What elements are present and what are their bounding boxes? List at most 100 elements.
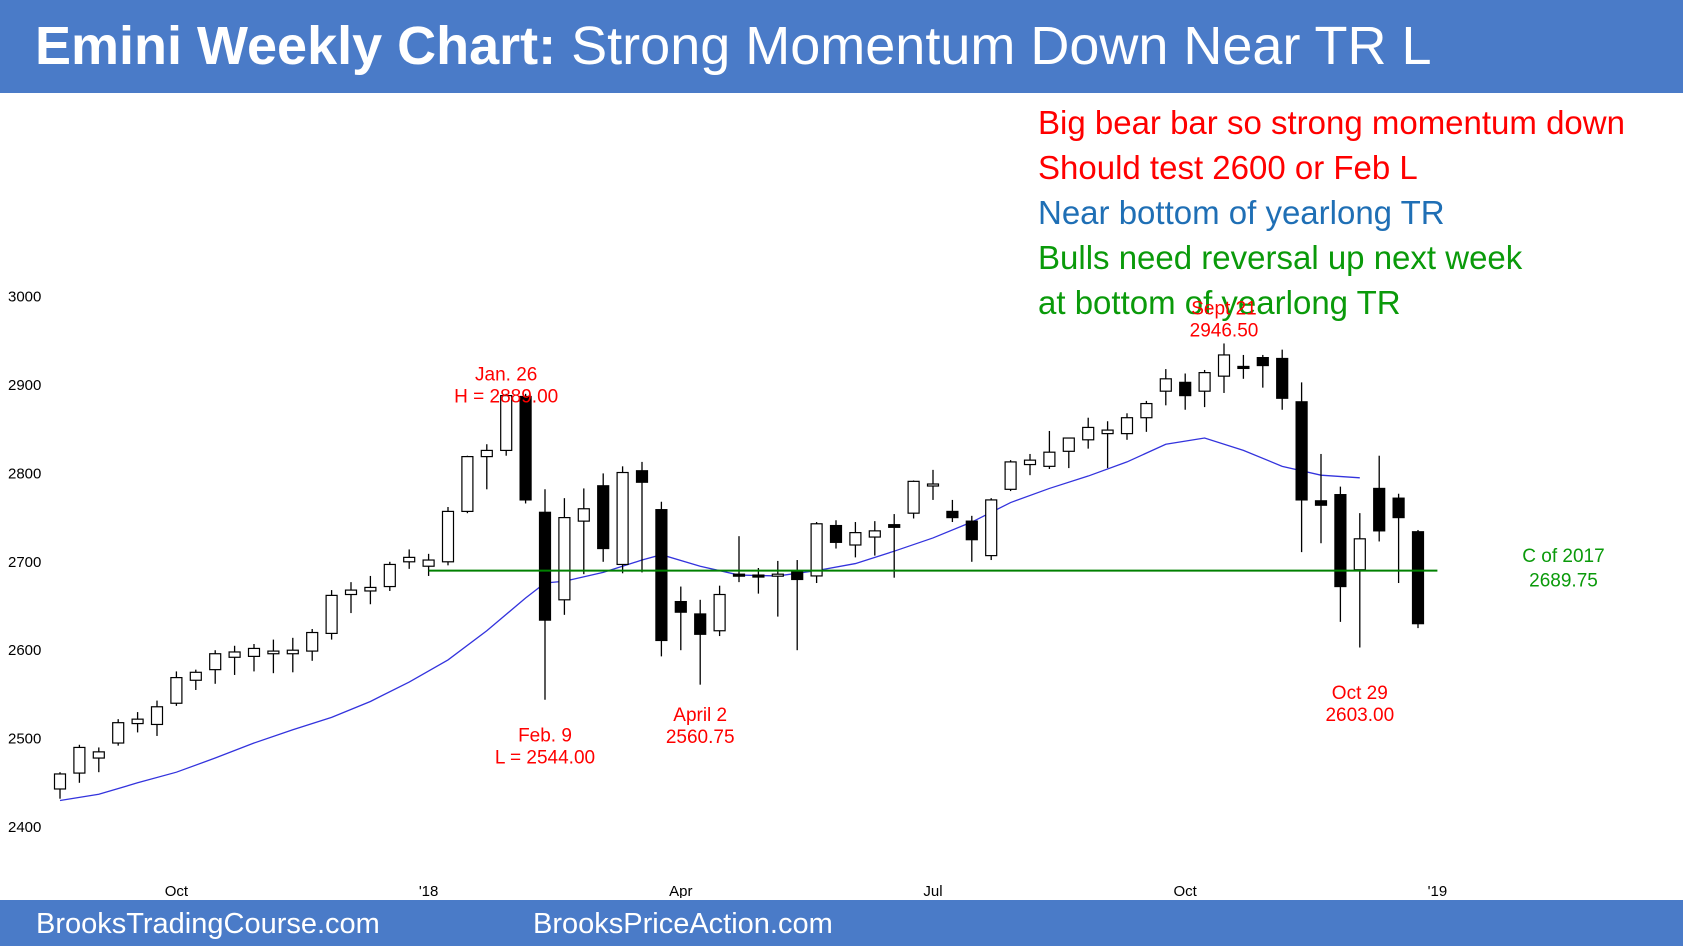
bull-candle <box>713 593 726 632</box>
bull-candle <box>73 746 86 774</box>
bear-candle <box>946 510 959 519</box>
bull-candle <box>383 563 396 588</box>
bull-candle <box>810 523 823 577</box>
x-tick-label: '19 <box>1428 883 1448 898</box>
chart-annotation: C of 2017 <box>1522 546 1604 567</box>
bull-candle <box>170 677 183 704</box>
bull-candle <box>926 483 940 487</box>
note-line: Bulls need reversal up next week <box>1038 239 1523 276</box>
bull-candle <box>325 594 338 635</box>
bull-candle <box>53 773 67 790</box>
bull-candle <box>1043 451 1056 467</box>
y-tick-label: 3000 <box>8 289 41 306</box>
bull-candle <box>1140 402 1153 419</box>
bear-candle <box>597 485 610 550</box>
note-line: Big bear bar so strong momentum down <box>1038 104 1625 141</box>
ema-line <box>59 437 1360 802</box>
bull-candle <box>247 647 261 657</box>
bear-candle <box>732 573 746 577</box>
bull-candle <box>1082 426 1095 441</box>
note-line: Near bottom of yearlong TR <box>1038 194 1445 231</box>
bull-candle <box>150 706 164 726</box>
bull-candle <box>1101 429 1114 435</box>
bull-candle <box>907 480 920 514</box>
bear-candle <box>519 395 532 501</box>
y-tick-label: 2800 <box>8 465 41 482</box>
bear-candle <box>1276 357 1289 399</box>
bull-candle <box>500 395 513 452</box>
bull-candle <box>228 651 241 658</box>
bull-candle <box>616 471 629 566</box>
footer-link-left[interactable]: BrooksTradingCourse.com <box>36 908 380 940</box>
x-tick-label: Oct <box>1174 883 1198 898</box>
note-line: Should test 2600 or Feb L <box>1038 149 1418 186</box>
y-tick-label: 2900 <box>8 377 41 394</box>
chart-annotation: 2946.50 <box>1190 320 1259 341</box>
notes-panel: Big bear bar so strong momentum down Sho… <box>1038 100 1625 325</box>
bear-candle <box>1373 487 1386 532</box>
page-title: Emini Weekly Chart: Strong Momentum Down… <box>35 14 1432 78</box>
bull-candle <box>461 456 474 513</box>
chart-annotation: Sept 21 <box>1191 298 1257 319</box>
bull-candle <box>306 631 319 652</box>
chart-annotation: 2560.75 <box>666 727 735 748</box>
bear-candle <box>1411 531 1425 625</box>
bull-candle <box>92 751 105 759</box>
bear-candle <box>694 613 707 635</box>
bear-candle <box>1237 365 1250 370</box>
bull-candle <box>344 589 358 596</box>
header-bar: Emini Weekly Chart: Strong Momentum Down… <box>0 0 1683 93</box>
bull-candle <box>422 559 435 567</box>
bull-candle <box>286 649 299 655</box>
bear-candle <box>1179 381 1192 397</box>
bull-candle <box>189 671 202 681</box>
bear-candle <box>538 511 552 621</box>
bull-candle <box>1023 459 1037 466</box>
x-tick-label: Apr <box>669 883 692 898</box>
bull-candle <box>403 556 416 563</box>
note-line: at bottom of yearlong TR <box>1038 284 1401 321</box>
bull-candle <box>267 650 280 655</box>
bear-candle <box>752 574 765 578</box>
footer-bar: BrooksTradingCourse.com BrooksPriceActio… <box>0 900 1683 946</box>
chart-annotation: 2689.75 <box>1529 571 1598 592</box>
bear-candle <box>655 509 668 642</box>
bull-candle <box>771 573 784 577</box>
bear-candle <box>829 524 843 543</box>
title-bold: Emini Weekly Chart: <box>35 16 557 76</box>
bull-candle <box>209 653 222 671</box>
bear-candle <box>1392 497 1405 519</box>
bull-candle <box>112 722 125 744</box>
bull-candle <box>1062 437 1075 452</box>
chart-annotation: Oct 29 <box>1332 683 1388 704</box>
bear-candle <box>1334 494 1347 588</box>
chart-annotation: H = 2889.00 <box>454 387 558 408</box>
chart-annotation: April 2 <box>673 705 727 726</box>
bear-candle <box>1295 401 1308 501</box>
bull-candle <box>1004 461 1017 490</box>
bear-candle <box>888 524 901 528</box>
y-tick-label: 2500 <box>8 731 41 748</box>
bull-candle <box>1198 372 1211 392</box>
bear-candle <box>791 570 804 581</box>
weekly-chart: 2400 2500 2600 2700 2800 2900 3000 Oct '18 Apr Jul… <box>8 289 1605 898</box>
bear-candle <box>1314 500 1328 506</box>
bull-candle <box>1217 354 1231 377</box>
bear-candle <box>1256 356 1269 367</box>
bull-candle <box>558 517 571 601</box>
chart-annotation: Feb. 9 <box>518 725 572 746</box>
x-tick-label: Oct <box>165 883 189 898</box>
x-tick-label: '18 <box>419 883 439 898</box>
bear-candle <box>674 600 687 613</box>
bear-candle <box>635 470 649 483</box>
bull-candle <box>577 508 590 522</box>
bear-candle <box>965 520 978 541</box>
bull-candle <box>1353 538 1366 571</box>
x-tick-label: Jul <box>923 883 942 898</box>
bull-candle <box>480 449 493 458</box>
bull-candle <box>441 510 455 563</box>
title-rest: Strong Momentum Down Near TR L <box>556 16 1432 76</box>
footer-link-right[interactable]: BrooksPriceAction.com <box>533 908 833 940</box>
bull-candle <box>131 718 144 725</box>
bull-candle <box>985 499 998 557</box>
